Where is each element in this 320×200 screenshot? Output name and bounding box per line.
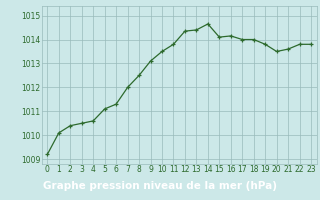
Text: Graphe pression niveau de la mer (hPa): Graphe pression niveau de la mer (hPa)	[43, 181, 277, 191]
